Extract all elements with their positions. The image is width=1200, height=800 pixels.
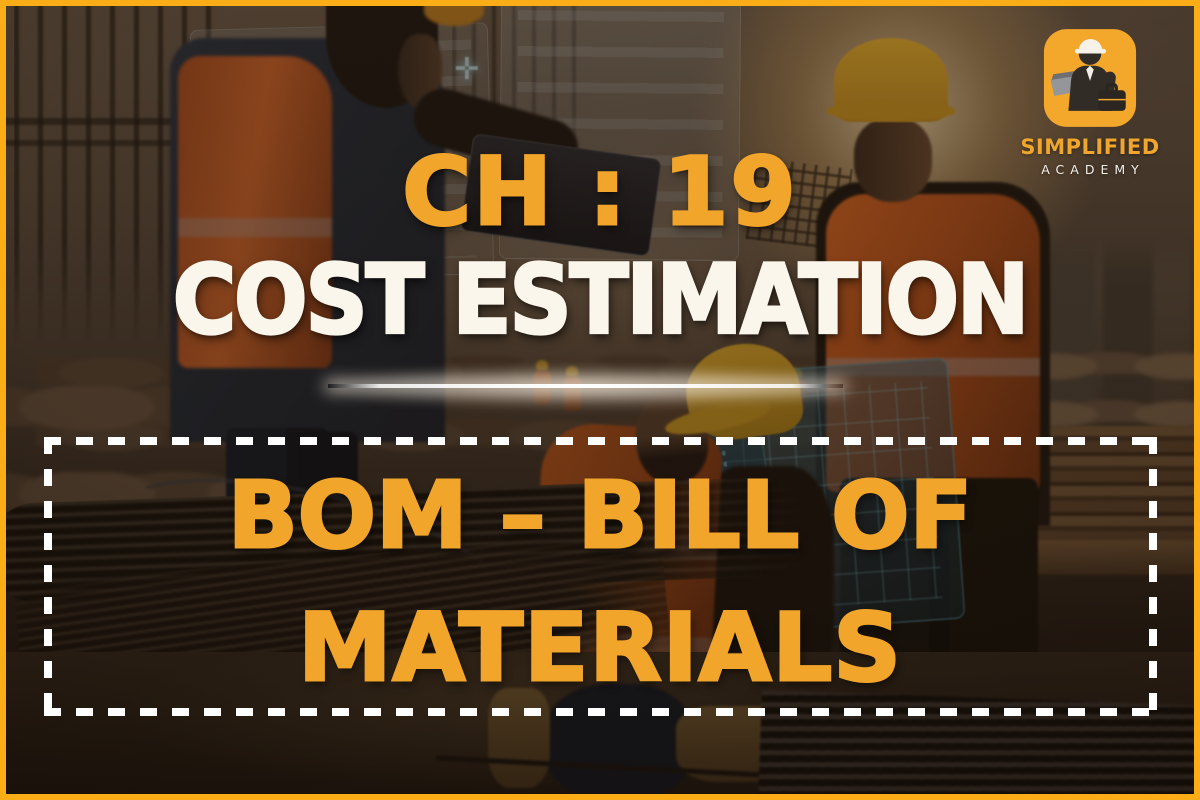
dashed-topic-box [44,437,1157,716]
light-streak-divider [320,364,851,410]
topic-line-2: MATERIALS [296,593,903,705]
topic-line-1: BOM – BILL OF [226,461,974,571]
chapter-label: CH : 19 [401,137,798,249]
page-title: COST ESTIMATION [171,242,1030,356]
brand-logo: SIMPLIFIED ACADEMY [1012,28,1168,177]
streak-core [328,384,843,388]
brand-name: SIMPLIFIED [1020,135,1160,159]
brand-sub-name: ACADEMY [1041,162,1145,177]
engineer-with-laptop-and-briefcase-icon [1043,29,1137,127]
